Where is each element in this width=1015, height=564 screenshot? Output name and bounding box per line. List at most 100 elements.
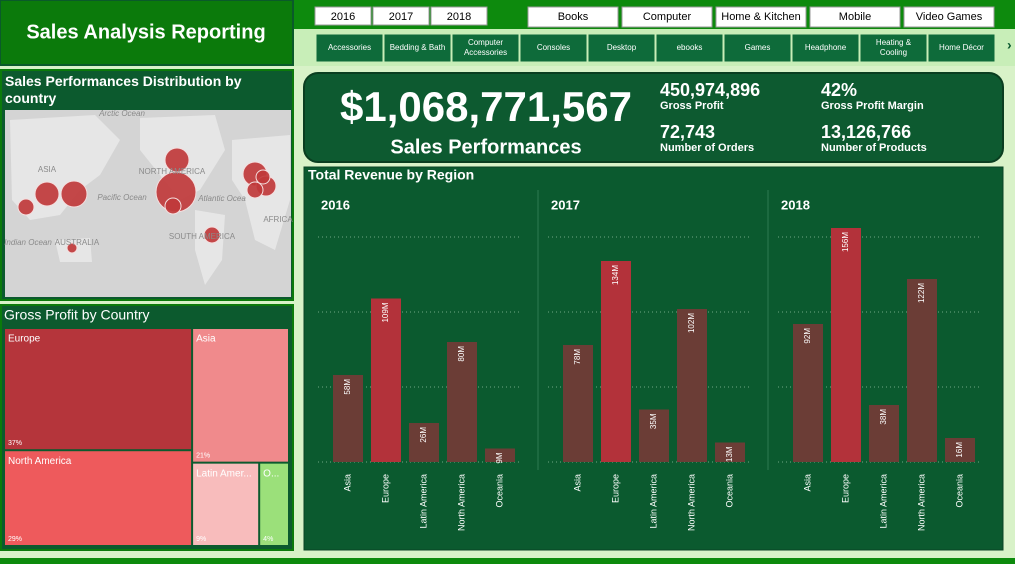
- slicer-box[interactable]: [809, 6, 901, 28]
- x-tick-label: Asia: [572, 474, 582, 492]
- map-label: SOUTH AMERICA: [169, 232, 236, 241]
- slicer-box[interactable]: [903, 6, 995, 28]
- slicer-box[interactable]: [527, 6, 619, 28]
- bar: [907, 279, 937, 462]
- slicer-label[interactable]: Home Décor: [939, 43, 984, 52]
- kpi-value: 13,126,766: [821, 122, 911, 142]
- slicer-tile[interactable]: [451, 33, 520, 63]
- subcategory-slicer[interactable]: Desktop: [587, 33, 656, 63]
- x-tick-label: Asia: [342, 474, 352, 492]
- bar-value-label: 58M: [343, 379, 352, 395]
- slicer-tile[interactable]: [655, 33, 724, 63]
- map-label: Arctic Ocean: [98, 109, 145, 118]
- slicer-label[interactable]: Games: [745, 43, 771, 52]
- map-bubble: [60, 180, 88, 208]
- subcategory-slicer[interactable]: Headphone: [791, 33, 860, 63]
- slicer-label[interactable]: 2017: [389, 11, 413, 23]
- bar-value-label: 38M: [879, 409, 888, 425]
- slicer-label[interactable]: Accessories: [328, 43, 371, 52]
- slicer-label[interactable]: Computer: [643, 11, 692, 23]
- x-tick-label: North America: [686, 474, 696, 531]
- slicer-tile[interactable]: [383, 33, 452, 63]
- slicer-label[interactable]: Mobile: [839, 11, 871, 23]
- slicer-label[interactable]: Bedding & Bath: [390, 43, 446, 52]
- treemap-tile: [5, 329, 192, 450]
- category-slicer[interactable]: Computer: [621, 6, 713, 28]
- subcategory-slicer[interactable]: Accessories: [315, 33, 384, 63]
- bar-value-label: 134M: [611, 265, 620, 285]
- kpi-value: 450,974,896: [660, 80, 760, 100]
- slicer-box[interactable]: [372, 6, 430, 26]
- slicer-label[interactable]: Headphone: [805, 43, 847, 52]
- bar-value-label: 78M: [573, 349, 582, 365]
- kpi-value: 42%: [821, 80, 857, 100]
- kpi-label: Number of Products: [821, 142, 927, 154]
- scroll-arrow[interactable]: ›: [1007, 37, 1012, 53]
- slicer-box[interactable]: [430, 6, 488, 26]
- series-title: 2017: [551, 197, 580, 212]
- category-slicer[interactable]: Mobile: [809, 6, 901, 28]
- year-slicer[interactable]: 2017: [372, 6, 430, 26]
- bar: [601, 261, 631, 462]
- subcategory-slicer[interactable]: Computer Accessories: [451, 33, 520, 63]
- slicer-box[interactable]: [715, 6, 807, 28]
- map-label: AUSTRALIA: [55, 238, 100, 247]
- x-tick-label: Europe: [380, 474, 390, 503]
- slicer-tile[interactable]: [587, 33, 656, 63]
- series-title: 2018: [781, 197, 810, 212]
- map-label: Indian Ocean: [4, 238, 52, 247]
- category-slicer[interactable]: Video Games: [903, 6, 995, 28]
- x-tick-label: Latin America: [878, 474, 888, 529]
- slicer-tile[interactable]: [859, 33, 928, 63]
- subcategory-slicer[interactable]: Home Décor: [927, 33, 996, 63]
- slicer-label[interactable]: Books: [558, 11, 589, 23]
- map-bubble: [255, 169, 271, 185]
- map-label: Pacific Ocean: [97, 193, 147, 202]
- slicer-label[interactable]: 2016: [331, 11, 355, 23]
- slicer-tile[interactable]: [723, 33, 792, 63]
- treemap-value-label: 9%: [196, 536, 206, 543]
- page-title: Sales Analysis Reporting: [26, 21, 265, 43]
- bar: [371, 298, 401, 462]
- slicer-label[interactable]: Video Games: [916, 11, 983, 23]
- slicer-label[interactable]: Home & Kitchen: [721, 11, 800, 23]
- slicer-tile[interactable]: [519, 33, 588, 63]
- x-tick-label: Latin America: [648, 474, 658, 529]
- category-slicer[interactable]: Books: [527, 6, 619, 28]
- subcategory-slicer[interactable]: Games: [723, 33, 792, 63]
- treemap-label: Asia: [196, 334, 216, 345]
- treemap-value-label: 37%: [8, 440, 22, 447]
- slicer-label[interactable]: Computer Accessories: [464, 38, 507, 57]
- bar-value-label: 80M: [457, 346, 466, 362]
- slicer-box[interactable]: [314, 6, 372, 26]
- year-slicer[interactable]: 2016: [314, 6, 372, 26]
- bar-value-label: 92M: [803, 328, 812, 344]
- bar-value-label: 16M: [955, 442, 964, 458]
- slicer-label[interactable]: 2018: [447, 11, 471, 23]
- kpi-label: Gross Profit Margin: [821, 100, 924, 112]
- category-slicer[interactable]: Home & Kitchen: [715, 6, 807, 28]
- map-bubble: [66, 242, 78, 254]
- map-label: AFRICA: [263, 215, 293, 224]
- slicer-label[interactable]: Desktop: [607, 43, 637, 52]
- year-slicer[interactable]: 2018: [430, 6, 488, 26]
- bar: [409, 423, 439, 462]
- slicer-tile[interactable]: [791, 33, 860, 63]
- slicer-tile[interactable]: [927, 33, 996, 63]
- slicer-label[interactable]: ebooks: [677, 43, 703, 52]
- subcategory-slicer[interactable]: Bedding & Bath: [383, 33, 452, 63]
- slicer-label[interactable]: Heating & Cooling: [876, 38, 912, 57]
- subcategory-slicer[interactable]: ebooks: [655, 33, 724, 63]
- x-tick-label: Asia: [802, 474, 812, 492]
- subcategory-slicer[interactable]: Consoles: [519, 33, 588, 63]
- slicer-box[interactable]: [621, 6, 713, 28]
- x-tick-label: North America: [456, 474, 466, 531]
- bar: [831, 228, 861, 462]
- subcategory-slicer[interactable]: Heating & Cooling: [859, 33, 928, 63]
- slicer-label[interactable]: Consoles: [537, 43, 570, 52]
- x-tick-label: Oceania: [494, 474, 504, 508]
- map: [5, 110, 291, 297]
- slicer-tile[interactable]: [315, 33, 384, 63]
- treemap-value-label: 29%: [8, 536, 22, 543]
